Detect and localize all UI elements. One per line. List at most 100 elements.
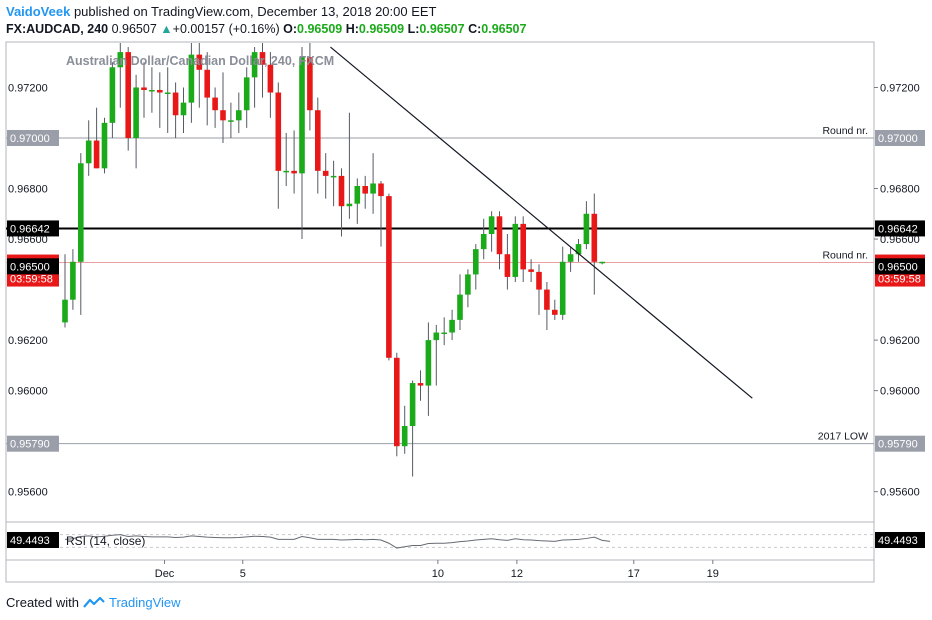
candle-up xyxy=(567,254,574,262)
y-tick-label-right: 0.95600 xyxy=(880,487,920,499)
candle-down xyxy=(591,213,598,262)
candle-up xyxy=(149,90,155,92)
candle-up xyxy=(346,203,353,207)
candle-down xyxy=(267,64,274,93)
candle-up xyxy=(488,216,495,234)
candle-up xyxy=(243,77,250,111)
candle-up xyxy=(401,426,408,447)
candle-up xyxy=(180,102,187,116)
rsi-value-bg-left xyxy=(7,532,59,548)
high-value: 0.96509 xyxy=(358,22,405,36)
symbol-info: FX:AUDCAD, 240 0.96507 ▲+0.00157 (+0.16%… xyxy=(6,22,526,36)
open-label: O: xyxy=(283,22,298,36)
candle-up xyxy=(354,186,361,204)
rsi-value-right: 49.4493 xyxy=(878,535,918,547)
candles xyxy=(62,43,605,477)
y-tick-label-right: 0.97200 xyxy=(880,82,920,94)
candle-down xyxy=(544,289,550,310)
x-tick-label: 12 xyxy=(511,568,523,580)
rsi-label: RSI (14, close) xyxy=(66,534,145,548)
x-axis: Dec 5 10 12 17 19 xyxy=(155,560,719,580)
open-value: 0.96509 xyxy=(297,22,343,36)
candle-up xyxy=(109,67,116,123)
level-label: Round nr. xyxy=(822,125,868,137)
candle-up xyxy=(251,52,258,78)
axis-label-left: 0.97000 xyxy=(10,133,50,145)
candle-down xyxy=(315,110,321,171)
candle-up xyxy=(101,122,108,169)
y-tick-label-right: 0.96200 xyxy=(880,335,920,347)
axis-label-right: 0.97000 xyxy=(878,133,918,145)
axis-label-bg-left xyxy=(7,435,59,452)
candle-up xyxy=(78,163,84,262)
candle-down xyxy=(496,216,503,255)
candle-up xyxy=(228,120,234,122)
publish-info: VaidoVeek published on TradingView.com, … xyxy=(6,4,437,19)
candle-down xyxy=(536,271,542,290)
countdown-label-left: 03:59:58 xyxy=(10,274,53,286)
x-tick-label: 10 xyxy=(432,568,444,580)
level-label: Round nr. xyxy=(822,250,868,262)
axis-label-bg-right xyxy=(875,220,925,237)
candle-up xyxy=(188,54,195,103)
axis-label-bg-right xyxy=(875,130,925,146)
y-tick-label-left: 0.96000 xyxy=(8,386,48,398)
candle-up xyxy=(85,140,92,164)
candle-up xyxy=(583,213,590,245)
candle-down xyxy=(141,87,147,90)
axis-label-bg-left xyxy=(7,258,59,275)
candle-up xyxy=(425,340,432,386)
candle-up xyxy=(283,170,289,173)
y-tick-label-right: 0.96000 xyxy=(880,386,920,398)
countdown-bg-right xyxy=(875,270,925,287)
axis-label-left: 0.96500 xyxy=(10,261,50,273)
axis-label-right: 0.95790 xyxy=(878,439,918,451)
candle-up xyxy=(433,332,440,341)
y-tick-label-left: 0.96800 xyxy=(8,184,48,196)
candle-down xyxy=(204,69,210,98)
candle-down xyxy=(275,92,282,171)
candle-up xyxy=(449,319,455,333)
author-name[interactable]: VaidoVeek xyxy=(6,4,71,19)
close-value: 0.96507 xyxy=(481,22,527,36)
candle-up xyxy=(465,274,471,295)
candle-up xyxy=(117,52,124,68)
candle-down xyxy=(157,90,163,93)
countdown-label-right: 03:59:58 xyxy=(878,274,921,286)
candle-down xyxy=(520,223,526,270)
axis-label-bg-left xyxy=(7,220,59,237)
time-axis-frame xyxy=(5,559,875,583)
high-label: H: xyxy=(345,22,359,36)
close-label: C: xyxy=(468,22,482,36)
horizontal-lines: Round nr. Round nr. 2017 LOW xyxy=(6,125,874,445)
rsi-line xyxy=(64,534,611,549)
candle-up xyxy=(473,249,479,275)
candle-down xyxy=(394,357,400,447)
candle-up xyxy=(409,383,416,426)
candle-up xyxy=(299,57,305,174)
candle-down xyxy=(259,52,266,65)
y-tick-label-right: 0.96600 xyxy=(880,234,920,246)
trendline[interactable] xyxy=(330,46,753,399)
candle-up xyxy=(370,183,376,194)
tradingview-brand[interactable]: TradingView xyxy=(108,595,181,610)
x-tick-label: 19 xyxy=(707,568,719,580)
rsi-value-bg-right xyxy=(875,532,925,548)
y-tick-label-right: 0.96800 xyxy=(880,184,920,196)
trendline-segment xyxy=(330,46,753,399)
candle-up xyxy=(236,110,242,121)
up-arrow-icon: ▲ xyxy=(160,22,173,36)
candle-down xyxy=(291,170,297,174)
symbol-name: FX:AUDCAD, 240 xyxy=(6,22,109,36)
y-tick-label-left: 0.96200 xyxy=(8,335,48,347)
candle-up xyxy=(559,261,566,315)
published-text: published on TradingView.com, December 1… xyxy=(73,4,437,19)
candle-down xyxy=(362,186,368,194)
candle-down xyxy=(172,92,179,116)
candle-up xyxy=(441,332,447,335)
axis-label-bg-right xyxy=(875,258,925,275)
candle-down xyxy=(220,110,226,121)
candle-down xyxy=(307,57,313,111)
